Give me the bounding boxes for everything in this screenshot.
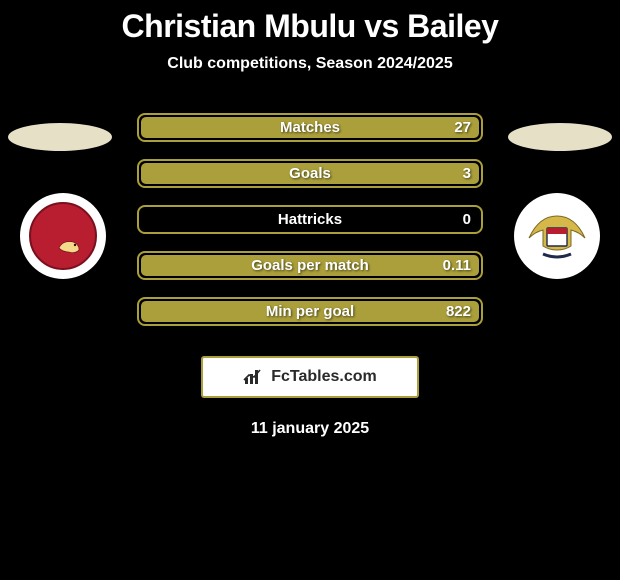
page-title: Christian Mbulu vs Bailey <box>0 8 620 45</box>
stat-right-value: 0 <box>463 211 471 228</box>
player-left-head-silhouette <box>8 123 112 151</box>
bar-chart-icon <box>243 368 265 386</box>
stat-label: Hattricks <box>278 211 342 228</box>
club-badge-right <box>514 193 600 279</box>
stat-label: Goals <box>289 165 331 182</box>
stat-row-goals: Goals 3 <box>137 159 483 188</box>
stat-right-value: 3 <box>463 165 471 182</box>
stat-label: Matches <box>280 119 340 136</box>
player-right-head-silhouette <box>508 123 612 151</box>
stat-right-value: 27 <box>454 119 471 136</box>
stats-list: Matches 27 Goals 3 Hattricks 0 Goals per… <box>137 113 483 326</box>
brand-text: FcTables.com <box>271 368 377 386</box>
stat-row-min-per-goal: Min per goal 822 <box>137 297 483 326</box>
stat-right-value: 0.11 <box>443 257 471 274</box>
date-text: 11 january 2025 <box>0 420 620 438</box>
comparison-card: Christian Mbulu vs Bailey Club competiti… <box>0 0 620 438</box>
stat-row-matches: Matches 27 <box>137 113 483 142</box>
doncaster-badge-icon <box>519 198 595 274</box>
stat-label: Min per goal <box>266 303 354 320</box>
stat-label: Goals per match <box>251 257 369 274</box>
morecambe-badge-icon <box>29 202 97 270</box>
stat-row-hattricks: Hattricks 0 <box>137 205 483 234</box>
subtitle: Club competitions, Season 2024/2025 <box>0 55 620 73</box>
stat-row-goals-per-match: Goals per match 0.11 <box>137 251 483 280</box>
stat-right-value: 822 <box>446 303 471 320</box>
club-badge-left <box>20 193 106 279</box>
content-area: Matches 27 Goals 3 Hattricks 0 Goals per… <box>0 113 620 438</box>
brand-box[interactable]: FcTables.com <box>201 356 419 398</box>
shrimp-icon <box>55 234 85 256</box>
